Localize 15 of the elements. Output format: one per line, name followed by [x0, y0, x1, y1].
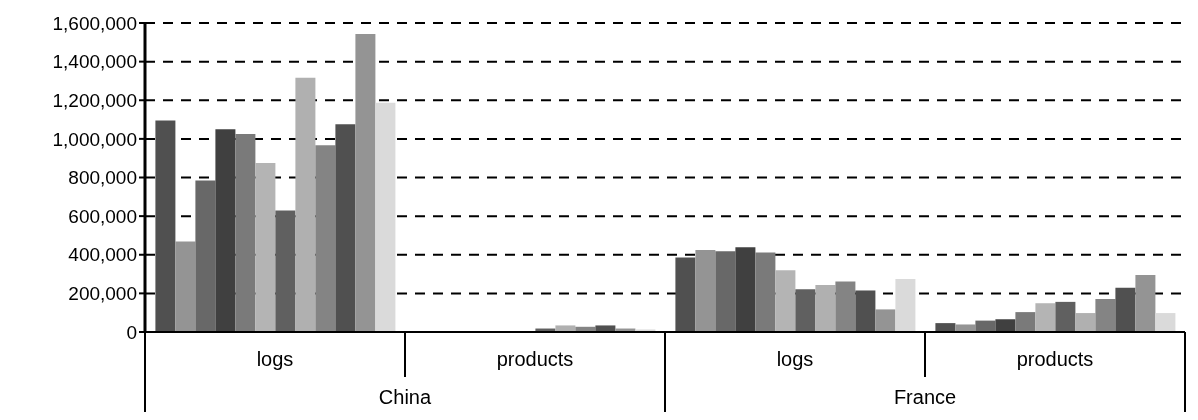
x-tick-label: products	[496, 348, 574, 371]
y-tick-label: 400,000	[68, 244, 137, 266]
y-tick-label: 600,000	[68, 205, 137, 227]
y-tick-label: 1,200,000	[52, 90, 137, 111]
y-tick-label: 0	[126, 321, 137, 343]
y-tick-label: 1,000,000	[52, 128, 137, 150]
x-tick-label: products	[1016, 348, 1094, 371]
y-tick-label: 1,600,000	[52, 12, 137, 34]
y-tick-label: 800,000	[68, 167, 137, 189]
y-tick-label: 200,000	[68, 283, 137, 305]
x-tick-label: logs	[256, 348, 294, 371]
x-tick-label: logs	[776, 348, 814, 371]
y-tick-label: 1,400,000	[52, 51, 137, 73]
text: China	[378, 386, 432, 408]
text: France	[893, 386, 957, 408]
